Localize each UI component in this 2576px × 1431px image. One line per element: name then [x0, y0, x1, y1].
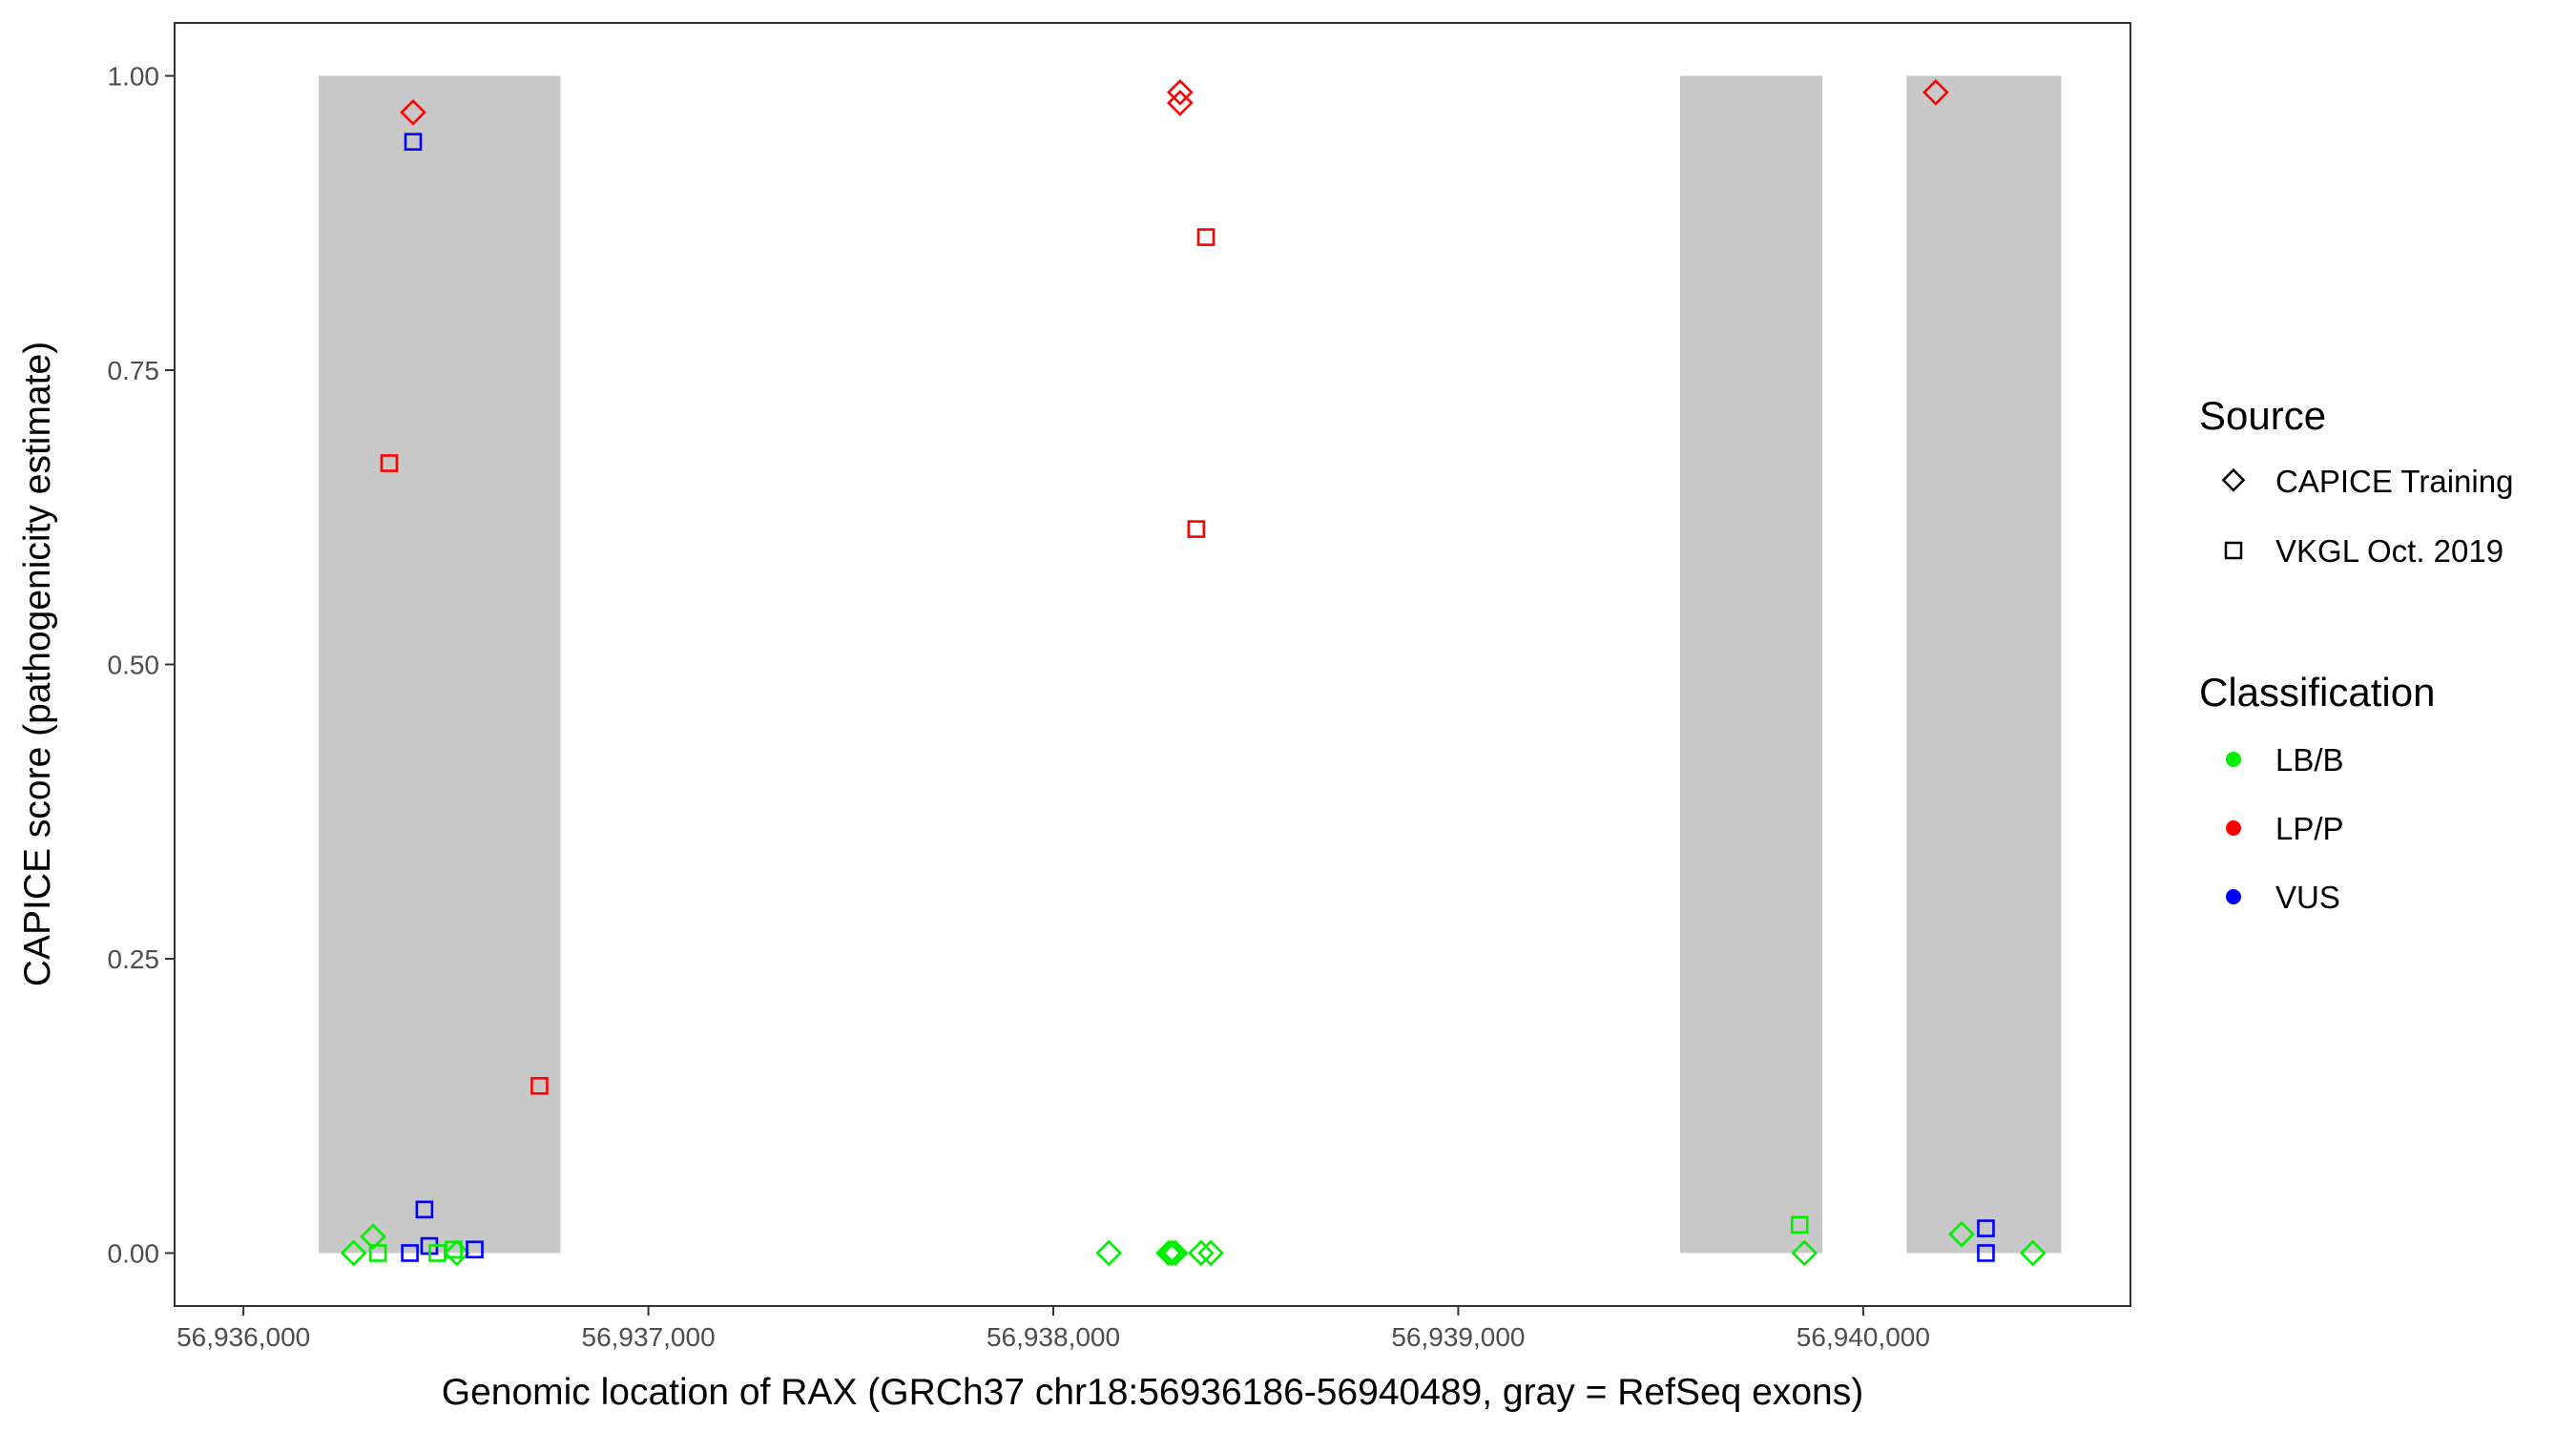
point-diamond: [1791, 1239, 1818, 1267]
point-square: [1790, 1215, 1809, 1234]
x-tick-label: 56,936,000: [177, 1322, 310, 1352]
point-diamond: [360, 1223, 386, 1251]
point-diamond: [1922, 78, 1949, 106]
exon-region: [319, 75, 561, 1254]
y-tick-label: 0.75: [108, 356, 160, 385]
x-tick-label: 56,938,000: [987, 1322, 1120, 1352]
point-diamond: [1188, 1239, 1215, 1267]
exon-region: [1906, 75, 2062, 1254]
point-diamond: [1197, 1239, 1224, 1267]
point-square: [1977, 1219, 1995, 1237]
exon-regions: [319, 75, 2062, 1254]
legend-source-title: Source: [2199, 393, 2326, 438]
point-diamond: [1167, 90, 1194, 116]
x-tick-label: 56,940,000: [1797, 1322, 1930, 1352]
point-square: [445, 1240, 463, 1259]
legend-lpp-key: [2226, 820, 2241, 836]
y-tick-label: 1.00: [108, 62, 160, 92]
point-diamond: [1161, 1239, 1189, 1267]
point-diamond: [1948, 1220, 1975, 1248]
y-axis-title: CAPICE score (pathogenicity estimate): [17, 342, 58, 986]
point-diamond: [1095, 1239, 1122, 1267]
x-tick-label: 56,939,000: [1391, 1322, 1525, 1352]
point-square: [1977, 1244, 1995, 1262]
x-axis-title: Genomic location of RAX (GRCh37 chr18:56…: [442, 1372, 1863, 1413]
legend-square-key: [2224, 541, 2243, 560]
point-diamond: [443, 1239, 470, 1267]
point-square: [1196, 228, 1215, 246]
point-diamond: [1158, 1239, 1186, 1267]
legend-source-vkgl: VKGL Oct. 2019: [2275, 533, 2503, 569]
y-axis-ticks: 0.00 0.25 0.50 0.75 1.00: [108, 62, 175, 1268]
legend-class-lbb: LB/B: [2275, 742, 2344, 778]
legend-class-vus: VUS: [2275, 880, 2340, 915]
point-square: [466, 1240, 484, 1259]
point-square: [404, 133, 423, 151]
exon-region: [1680, 75, 1823, 1254]
point-square: [530, 1076, 549, 1095]
point-square: [368, 1244, 387, 1262]
point-square: [415, 1200, 434, 1219]
point-diamond: [340, 1239, 367, 1267]
point-diamond: [2019, 1239, 2046, 1267]
point-diamond: [1155, 1239, 1182, 1267]
point-square: [1187, 520, 1206, 538]
legend-diamond-key: [2221, 467, 2246, 492]
legend-class-lpp: LP/P: [2275, 811, 2344, 846]
legend-lbb-key: [2226, 752, 2241, 767]
y-tick-label: 0.00: [108, 1238, 160, 1268]
point-diamond: [1167, 78, 1194, 106]
y-tick-label: 0.25: [108, 944, 160, 974]
legend-vus-key: [2226, 889, 2241, 904]
legend-classification-title: Classification: [2199, 670, 2435, 715]
legend: Source CAPICE Training VKGL Oct. 2019 Cl…: [2199, 393, 2513, 915]
legend-source-capice: CAPICE Training: [2275, 464, 2513, 499]
y-tick-label: 0.50: [108, 651, 160, 680]
point-diamond: [400, 98, 426, 126]
point-square: [401, 1244, 419, 1262]
x-tick-label: 56,937,000: [582, 1322, 716, 1352]
point-square: [380, 454, 399, 472]
data-points: [340, 78, 2046, 1267]
x-axis-ticks: 56,936,000 56,937,000 56,938,000 56,939,000…: [175, 1305, 2130, 1352]
